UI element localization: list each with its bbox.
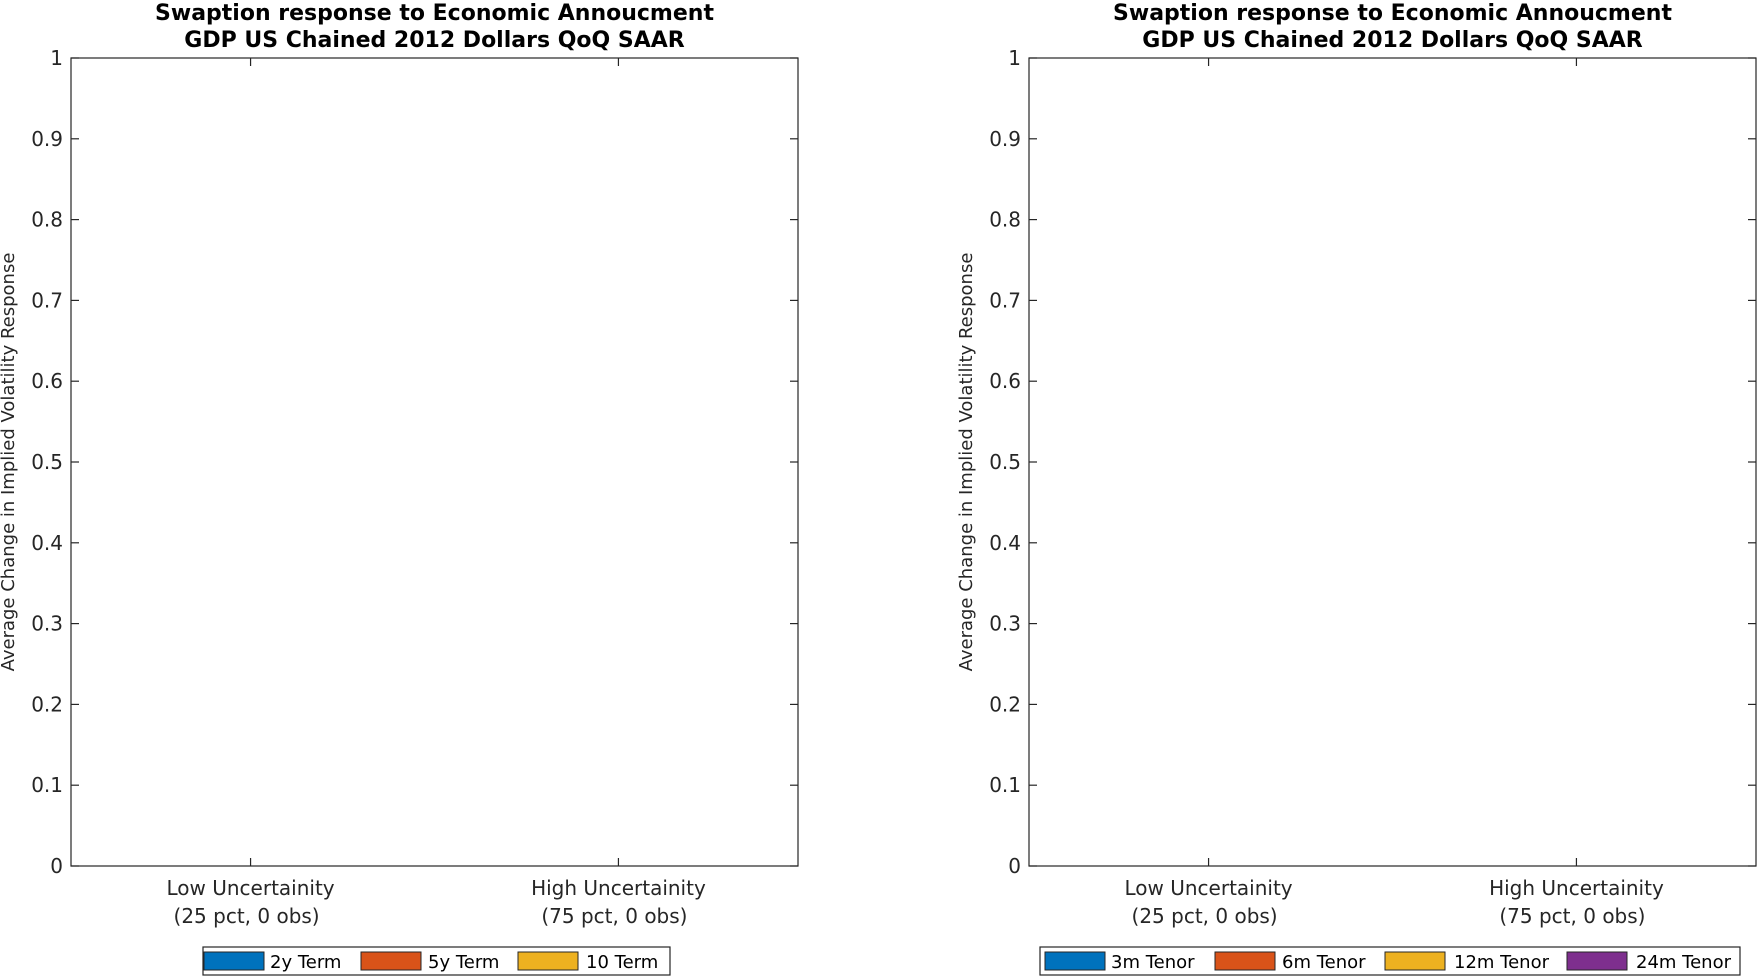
y-tick-label: 0 <box>1008 854 1021 878</box>
y-tick-label: 0.1 <box>31 773 63 797</box>
y-tick-label: 0.7 <box>989 288 1021 312</box>
y-tick-label: 0.8 <box>989 208 1021 232</box>
legend-label: 2y Term <box>270 952 341 973</box>
y-tick-label: 0.4 <box>989 531 1021 555</box>
x-category-sublabel: (75 pct, 0 obs) <box>541 904 687 928</box>
chart-title: Swaption response to Economic Annoucment <box>1113 1 1672 26</box>
legend-label: 5y Term <box>428 952 499 973</box>
y-tick-label: 0.1 <box>989 773 1021 797</box>
y-tick-label: 0.5 <box>31 450 63 474</box>
y-tick-label: 1 <box>1008 46 1021 70</box>
y-tick-label: 1 <box>50 46 63 70</box>
chart-subtitle: GDP US Chained 2012 Dollars QoQ SAAR <box>184 28 685 53</box>
legend-box <box>202 946 671 976</box>
y-axis-label: Average Change in Implied Volatility Res… <box>956 253 977 672</box>
y-tick-label: 0.6 <box>989 369 1021 393</box>
legend-swatch <box>517 951 579 971</box>
y-tick-label: 0.5 <box>989 450 1021 474</box>
legend-swatch <box>1214 951 1276 971</box>
chart-panel-tenor: Swaption response to Economic Annoucment… <box>879 0 1758 977</box>
y-tick-label: 0.2 <box>31 692 63 716</box>
legend-swatch <box>360 951 422 971</box>
y-axis-label: Average Change in Implied Volatility Res… <box>0 253 19 672</box>
plot-area <box>70 57 799 867</box>
legend-swatch <box>1384 951 1446 971</box>
y-tick-label: 0.3 <box>989 612 1021 636</box>
x-category-sublabel: (75 pct, 0 obs) <box>1499 904 1645 928</box>
x-category-sublabel: (25 pct, 0 obs) <box>174 904 320 928</box>
legend-swatch <box>1566 951 1628 971</box>
legend-label: 10 Term <box>586 952 658 973</box>
y-tick-label: 0.9 <box>989 127 1021 151</box>
chart-panel-term: Swaption response to Economic Annoucment… <box>0 1 799 976</box>
y-tick-label: 0.3 <box>31 612 63 636</box>
plot-area <box>1028 57 1757 867</box>
legend-label: 12m Tenor <box>1454 952 1550 973</box>
x-category-label: Low Uncertainity <box>166 876 334 900</box>
legend-swatch <box>203 951 265 971</box>
legend-label: 6m Tenor <box>1282 952 1366 973</box>
bar-chart-tenor: Swaption response to Economic Annoucment… <box>956 1 1757 976</box>
x-category-label: High Uncertainity <box>1489 876 1664 900</box>
y-tick-label: 0.4 <box>31 531 63 555</box>
y-tick-label: 0.8 <box>31 208 63 232</box>
y-tick-label: 0.2 <box>989 692 1021 716</box>
y-tick-label: 0.9 <box>31 127 63 151</box>
chart-title: Swaption response to Economic Annoucment <box>155 1 714 26</box>
x-category-label: High Uncertainity <box>531 876 706 900</box>
legend-label: 24m Tenor <box>1636 952 1732 973</box>
y-tick-label: 0.6 <box>31 369 63 393</box>
chart-subtitle: GDP US Chained 2012 Dollars QoQ SAAR <box>1142 28 1643 53</box>
legend-label: 3m Tenor <box>1111 952 1195 973</box>
x-category-sublabel: (25 pct, 0 obs) <box>1132 904 1278 928</box>
y-tick-label: 0 <box>50 854 63 878</box>
bar-chart-term: Swaption response to Economic Annoucment… <box>0 1 799 976</box>
legend-swatch <box>1044 951 1106 971</box>
y-tick-label: 0.7 <box>31 288 63 312</box>
x-category-label: Low Uncertainity <box>1124 876 1292 900</box>
